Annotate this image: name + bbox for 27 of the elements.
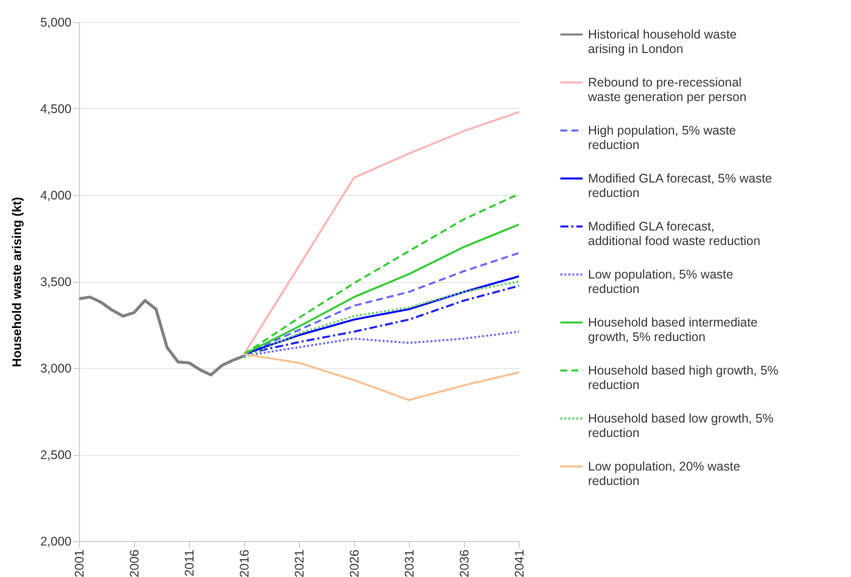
y-axis-title: Household waste arising (kt) [10,196,24,368]
legend-label: High population, 5% waste reduction [588,124,736,152]
legend-label: Modified GLA forecast, 5% waste reduction [588,172,772,200]
legend-label: Household based low growth, 5% reduction [588,412,774,440]
legend-label: Household based intermediate growth, 5% reduction [588,316,758,344]
y-tick-label: 4,500 [40,102,72,116]
x-tick-label: 2006 [128,549,142,577]
legend-label: Modified GLA forecast, additional food waste reduction [588,220,760,248]
x-tick-label: 2011 [182,549,196,576]
legend-label: Historical household waste arising in London [588,28,737,56]
x-tick-label: 2001 [72,549,86,577]
legend-label: Low population, 5% waste reduction [588,268,734,296]
y-tick-label: 3,500 [40,275,72,289]
y-tick-label: 2,500 [40,448,72,462]
x-tick-label: 2021 [292,549,306,577]
x-tick-label: 2031 [402,549,416,577]
legend-label: Low population, 20% waste reduction [588,460,740,488]
x-tick-label: 2041 [512,549,526,577]
x-tick-label: 2036 [458,549,472,577]
y-tick-label: 5,000 [40,16,72,30]
y-tick-label: 3,000 [40,362,72,376]
y-tick-label: 2,000 [40,534,72,548]
legend-label: Rebound to pre-recessional waste generation per person [587,76,746,104]
y-tick-label: 4,000 [40,188,72,202]
x-tick-label: 2016 [238,549,252,577]
x-tick-label: 2026 [348,549,362,577]
legend-label: Household based high growth, 5% reduction [588,364,778,392]
